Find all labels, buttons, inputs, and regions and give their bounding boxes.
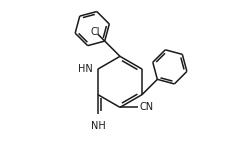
Text: Cl: Cl [91, 27, 100, 37]
Text: CN: CN [140, 102, 154, 112]
Text: HN: HN [78, 64, 93, 74]
Text: NH: NH [91, 121, 105, 131]
